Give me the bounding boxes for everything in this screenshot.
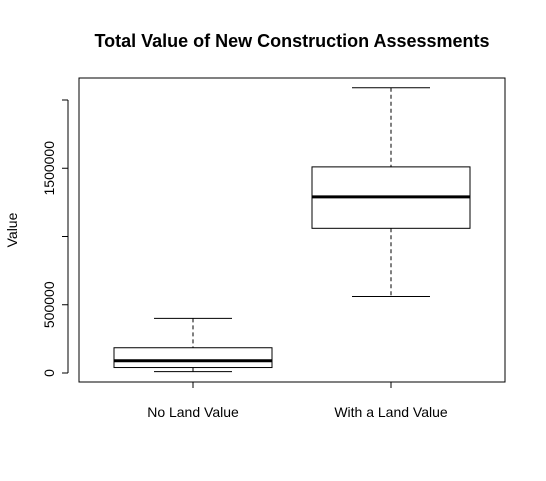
boxes-group xyxy=(113,87,471,373)
y-axis-ticks: 0 500000 1500000 xyxy=(41,99,68,377)
box-1 xyxy=(113,317,273,373)
y-axis-label: Value xyxy=(4,212,20,247)
y-tick-label: 500000 xyxy=(41,281,57,328)
y-tick-label: 1500000 xyxy=(41,141,57,196)
box-2 xyxy=(311,87,471,298)
x-tick-label: With a Land Value xyxy=(334,404,448,420)
plot-frame xyxy=(78,77,506,383)
chart-title: Total Value of New Construction Assessme… xyxy=(94,31,489,51)
x-axis-ticks: No Land Value With a Land Value xyxy=(147,381,448,420)
y-tick-label: 0 xyxy=(41,369,57,377)
x-tick-label: No Land Value xyxy=(147,404,239,420)
iqr-box xyxy=(113,347,273,369)
